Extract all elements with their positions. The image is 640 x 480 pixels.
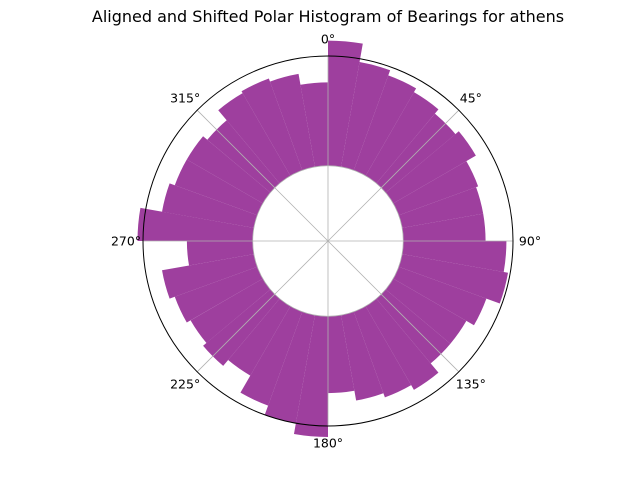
histogram-bar-300 xyxy=(186,136,271,204)
histogram-bar-140 xyxy=(365,298,439,390)
histogram-bar-190 xyxy=(264,311,315,424)
histogram-bar-70 xyxy=(398,187,484,228)
histogram-bar-10 xyxy=(341,62,391,171)
histogram-bar-110 xyxy=(393,266,487,326)
histogram-bar-270 xyxy=(137,207,254,241)
theta-tick-label-0: 0° xyxy=(321,32,335,47)
theta-tick-label-180: 180° xyxy=(313,436,343,451)
histogram-bar-100 xyxy=(398,254,509,304)
histogram-bar-230 xyxy=(190,278,271,343)
histogram-bar-290 xyxy=(174,159,263,216)
histogram-bar-240 xyxy=(174,266,263,323)
theta-tick-labels: 0° 45° 90° 135° 180° 225° 270° 315° xyxy=(111,32,541,451)
histogram-bar-80 xyxy=(402,213,486,241)
theta-tick-label-315: 315° xyxy=(170,91,200,106)
histogram-bar-50 xyxy=(385,131,476,204)
histogram-bar-200 xyxy=(240,306,303,406)
chart-title: Aligned and Shifted Polar Histogram of B… xyxy=(92,7,564,26)
histogram-bar-120 xyxy=(385,278,467,344)
histogram-bar-90 xyxy=(402,241,507,272)
histogram-bar-350 xyxy=(300,82,328,167)
histogram-bar-250 xyxy=(162,254,258,299)
histogram-bar-0 xyxy=(328,40,363,167)
histogram-bar-160 xyxy=(341,311,384,401)
theta-gridline-inner-45 xyxy=(327,187,382,242)
histogram-bar-150 xyxy=(353,306,412,398)
histogram-bar-20 xyxy=(353,75,417,176)
theta-tick-label-135: 135° xyxy=(456,376,486,391)
theta-tick-label-45: 45° xyxy=(460,91,482,106)
histogram-bar-340 xyxy=(269,73,315,171)
histogram-bar-60 xyxy=(393,161,479,216)
histogram-bar-210 xyxy=(228,298,291,376)
theta-tick-label-90: 90° xyxy=(519,234,541,249)
theta-gridline-inner-315 xyxy=(274,187,329,242)
theta-gridline-inner-225 xyxy=(274,240,329,295)
histogram-bar-180 xyxy=(293,315,328,437)
theta-tick-label-270: 270° xyxy=(111,234,141,249)
histogram-bar-330 xyxy=(241,78,303,176)
histogram-bar-320 xyxy=(218,93,291,184)
histogram-bar-280 xyxy=(162,183,258,228)
theta-tick-label-225: 225° xyxy=(170,376,200,391)
polar-outer-spine xyxy=(142,55,514,427)
grid-layer xyxy=(143,56,513,426)
histogram-bar-30 xyxy=(365,92,439,184)
histogram-bar-260 xyxy=(186,241,254,266)
histogram-bar-170 xyxy=(328,315,355,394)
theta-gridline-inner-135 xyxy=(327,240,382,295)
